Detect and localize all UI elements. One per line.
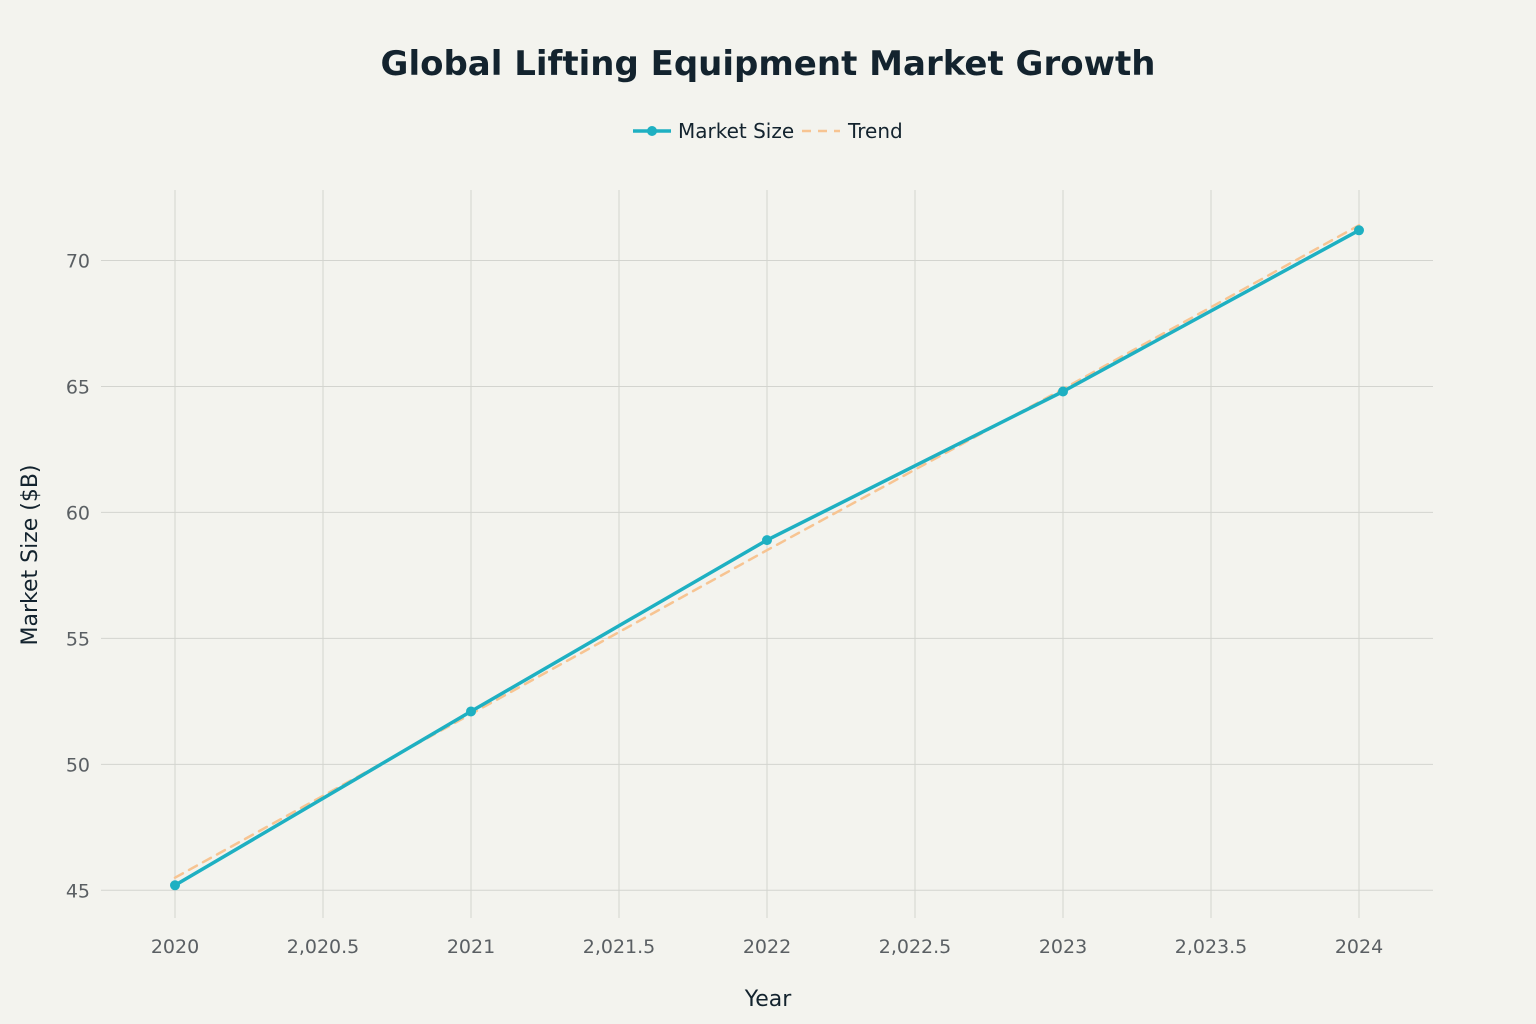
data-point-market-size[interactable] — [762, 535, 772, 546]
legend-item-market-size[interactable]: Market Size — [633, 119, 794, 143]
legend-label-market-size: Market Size — [678, 119, 794, 143]
legend-label-trend: Trend — [847, 119, 903, 143]
y-tick-label: 45 — [66, 880, 90, 902]
legend-marker-market-size — [647, 126, 657, 136]
y-tick-label: 50 — [66, 754, 90, 776]
x-tick-label: 2021 — [447, 936, 495, 958]
x-tick-label: 2020 — [151, 936, 199, 958]
data-point-market-size[interactable] — [1058, 386, 1068, 397]
x-tick-label: 2,020.5 — [287, 936, 360, 958]
chart-title: Global Lifting Equipment Market Growth — [381, 44, 1156, 84]
y-tick-label: 60 — [66, 502, 90, 524]
legend: Market Size Trend — [633, 119, 903, 143]
y-axis-title: Market Size ($B) — [18, 464, 43, 645]
grid — [101, 190, 1433, 918]
data-point-market-size[interactable] — [466, 706, 476, 717]
x-tick-label: 2,023.5 — [1175, 936, 1248, 958]
x-tick-label: 2,021.5 — [583, 936, 656, 958]
x-tick-label: 2024 — [1335, 936, 1383, 958]
x-tick-label: 2,022.5 — [879, 936, 952, 958]
data-point-market-size[interactable] — [170, 880, 180, 891]
x-tick-label: 2022 — [743, 936, 791, 958]
data-point-market-size[interactable] — [1354, 225, 1364, 236]
legend-item-trend[interactable]: Trend — [802, 119, 903, 143]
series-layer — [170, 224, 1364, 891]
tick-labels: 2020 2,020.5 2021 2,021.5 2022 2,022.5 2023 2,0… — [66, 251, 1383, 958]
y-tick-label: 70 — [66, 251, 90, 273]
y-tick-label: 55 — [66, 628, 90, 650]
x-axis-title: Year — [744, 987, 793, 1012]
y-tick-label: 65 — [66, 376, 90, 398]
x-tick-label: 2023 — [1039, 936, 1087, 958]
